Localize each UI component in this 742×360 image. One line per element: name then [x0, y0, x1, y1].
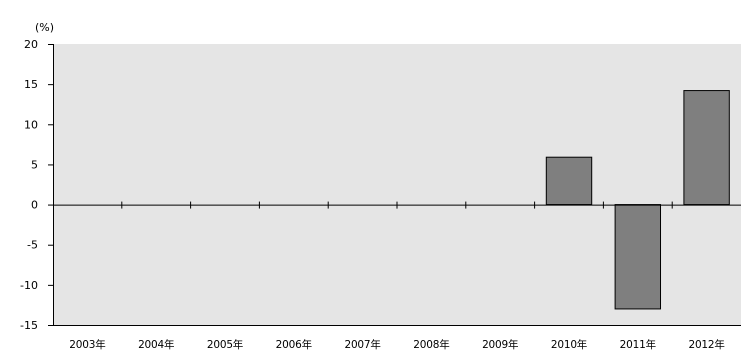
x-category-label: 2009年 — [482, 338, 518, 351]
bar-2011年 — [614, 204, 662, 310]
y-tick-label: 15 — [24, 78, 38, 91]
x-category-label: 2008年 — [413, 338, 449, 351]
y-tick-label: 5 — [31, 158, 38, 171]
y-axis-unit-label: (%) — [35, 21, 54, 34]
axes-group — [48, 44, 741, 326]
x-category-label: 2003年 — [69, 338, 105, 351]
y-tick-label: -15 — [20, 319, 38, 332]
x-category-label: 2005年 — [207, 338, 243, 351]
x-category-label: 2012年 — [688, 338, 724, 351]
x-category-label: 2004年 — [138, 338, 174, 351]
y-tick-label: 20 — [24, 38, 38, 51]
y-tick-label: -10 — [20, 279, 38, 292]
y-tick-label: -5 — [27, 239, 38, 252]
x-tick-labels: 2003年 2004年 2005年 2006年 2007年 2008年 2009年 2010年… — [69, 338, 725, 351]
bar-2012年 — [683, 90, 730, 206]
bars-group — [545, 90, 730, 310]
y-tick-label: 0 — [31, 199, 38, 212]
y-tick-labels: -15 -10 -5 0 5 10 15 20 — [20, 38, 38, 332]
x-category-label: 2010年 — [551, 338, 587, 351]
x-category-label: 2011年 — [620, 338, 656, 351]
y-tick-label: 10 — [24, 118, 38, 131]
bar-2010年 — [545, 156, 593, 206]
x-category-label: 2006年 — [276, 338, 312, 351]
x-category-label: 2007年 — [344, 338, 380, 351]
